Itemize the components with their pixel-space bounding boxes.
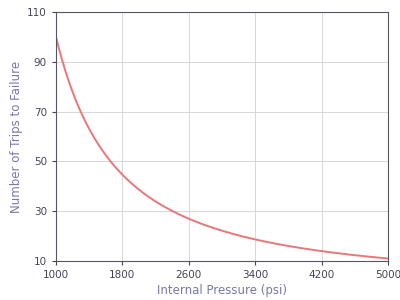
X-axis label: Internal Pressure (psi): Internal Pressure (psi) [157,284,287,297]
Y-axis label: Number of Trips to Failure: Number of Trips to Failure [10,60,23,213]
